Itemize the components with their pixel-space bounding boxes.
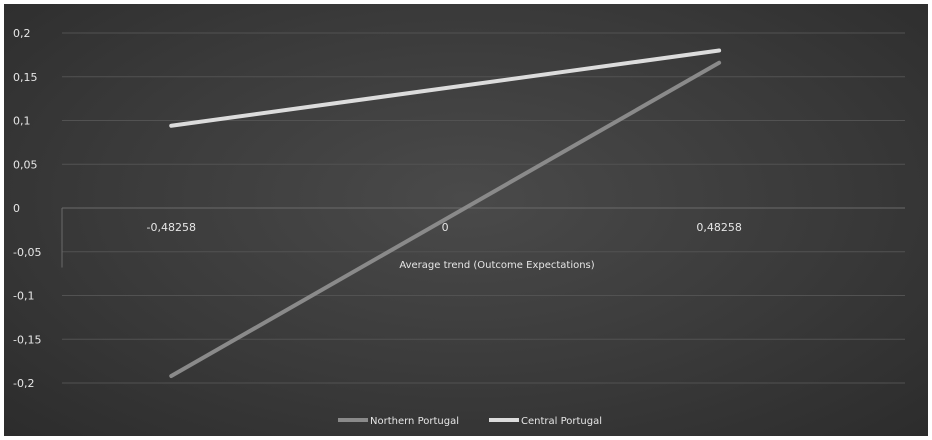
y-tick-label: 0,15 — [13, 71, 38, 84]
y-tick-label: 0,2 — [13, 27, 31, 40]
x-category-label: 0,48258 — [696, 221, 742, 234]
y-tick-label: 0,1 — [13, 115, 31, 128]
y-tick-label: 0,05 — [13, 158, 38, 171]
series-line-northern-portugal — [169, 60, 722, 378]
legend-label: Northern Portugal — [370, 416, 459, 427]
legend: Northern Portugal Central Portugal — [338, 416, 602, 427]
y-tick-label: -0,2 — [13, 377, 34, 390]
gridlines — [61, 32, 905, 384]
y-tick-label: -0,05 — [13, 246, 41, 259]
legend-label: Central Portugal — [521, 416, 602, 427]
x-axis-category-labels: -0,48258 0 0,48258 — [146, 221, 741, 234]
chart-area — [4, 4, 928, 436]
y-tick-label: -0,1 — [13, 290, 34, 303]
x-category-label: -0,48258 — [146, 221, 195, 234]
series-lines — [169, 48, 722, 378]
y-tick-label: -0,15 — [13, 333, 41, 346]
x-category-label: 0 — [442, 221, 449, 234]
y-axis-ticks: 0,2 0,15 0,1 0,05 0 -0,05 -0,1 -0,15 -0,2 — [13, 27, 41, 390]
y-tick-label: 0 — [13, 202, 20, 215]
x-axis-title: Average trend (Outcome Expectations) — [399, 260, 594, 271]
series-line-central-portugal — [169, 48, 722, 128]
